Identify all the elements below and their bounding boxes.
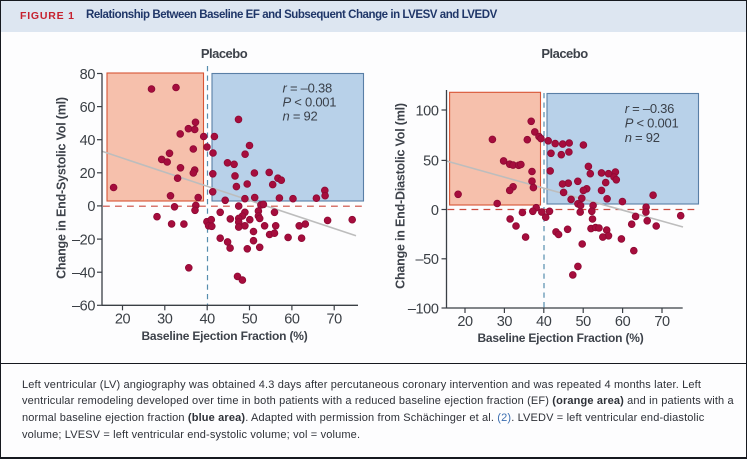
svg-text:–50: –50: [416, 252, 439, 268]
svg-text:Change in End-Systolic Vol (ml: Change in End-Systolic Vol (ml): [55, 97, 69, 279]
svg-text:50: 50: [423, 154, 439, 170]
svg-text:P < 0.001: P < 0.001: [283, 95, 337, 110]
svg-text:Change in End-Diastolic Vol (m: Change in End-Diastolic Vol (ml): [394, 103, 408, 289]
svg-text:–60: –60: [72, 299, 95, 315]
svg-text:70: 70: [327, 311, 343, 327]
svg-text:60: 60: [284, 311, 300, 327]
svg-text:–40: –40: [72, 266, 95, 282]
svg-text:80: 80: [80, 67, 96, 83]
svg-text:50: 50: [242, 311, 258, 327]
svg-text:r = –0.38: r = –0.38: [283, 81, 332, 96]
svg-text:30: 30: [157, 311, 173, 327]
svg-text:r = –0.36: r = –0.36: [625, 101, 674, 116]
svg-text:20: 20: [80, 166, 96, 182]
svg-text:70: 70: [654, 314, 670, 330]
svg-text:Baseline Ejection Fraction (%): Baseline Ejection Fraction (%): [141, 329, 307, 343]
svg-text:40: 40: [536, 314, 552, 330]
svg-text:Placebo: Placebo: [201, 46, 248, 61]
svg-text:20: 20: [115, 311, 131, 327]
svg-text:40: 40: [200, 311, 216, 327]
svg-text:60: 60: [615, 314, 631, 330]
svg-text:50: 50: [576, 314, 592, 330]
svg-text:Placebo: Placebo: [541, 46, 588, 61]
svg-text:40: 40: [80, 133, 96, 149]
svg-text:n = 92: n = 92: [283, 109, 318, 124]
svg-text:0: 0: [87, 199, 95, 215]
svg-text:20: 20: [457, 314, 473, 330]
svg-text:–100: –100: [408, 301, 439, 317]
svg-text:30: 30: [497, 314, 513, 330]
svg-text:100: 100: [416, 103, 439, 119]
svg-text:0: 0: [431, 203, 439, 219]
svg-text:–20: –20: [72, 232, 95, 248]
svg-text:n = 92: n = 92: [625, 130, 660, 145]
svg-text:60: 60: [80, 100, 96, 116]
svg-text:Baseline Ejection Fraction (%): Baseline Ejection Fraction (%): [477, 331, 643, 345]
svg-text:P < 0.001: P < 0.001: [625, 116, 679, 131]
